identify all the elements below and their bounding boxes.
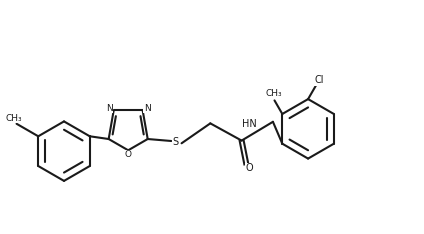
Text: Cl: Cl <box>314 75 324 85</box>
Text: S: S <box>173 137 179 147</box>
Text: CH₃: CH₃ <box>265 89 282 98</box>
Text: O: O <box>125 150 132 159</box>
Text: N: N <box>144 104 151 113</box>
Text: CH₃: CH₃ <box>6 113 22 123</box>
Text: HN: HN <box>242 119 257 129</box>
Text: O: O <box>245 163 253 173</box>
Text: N: N <box>106 104 112 113</box>
